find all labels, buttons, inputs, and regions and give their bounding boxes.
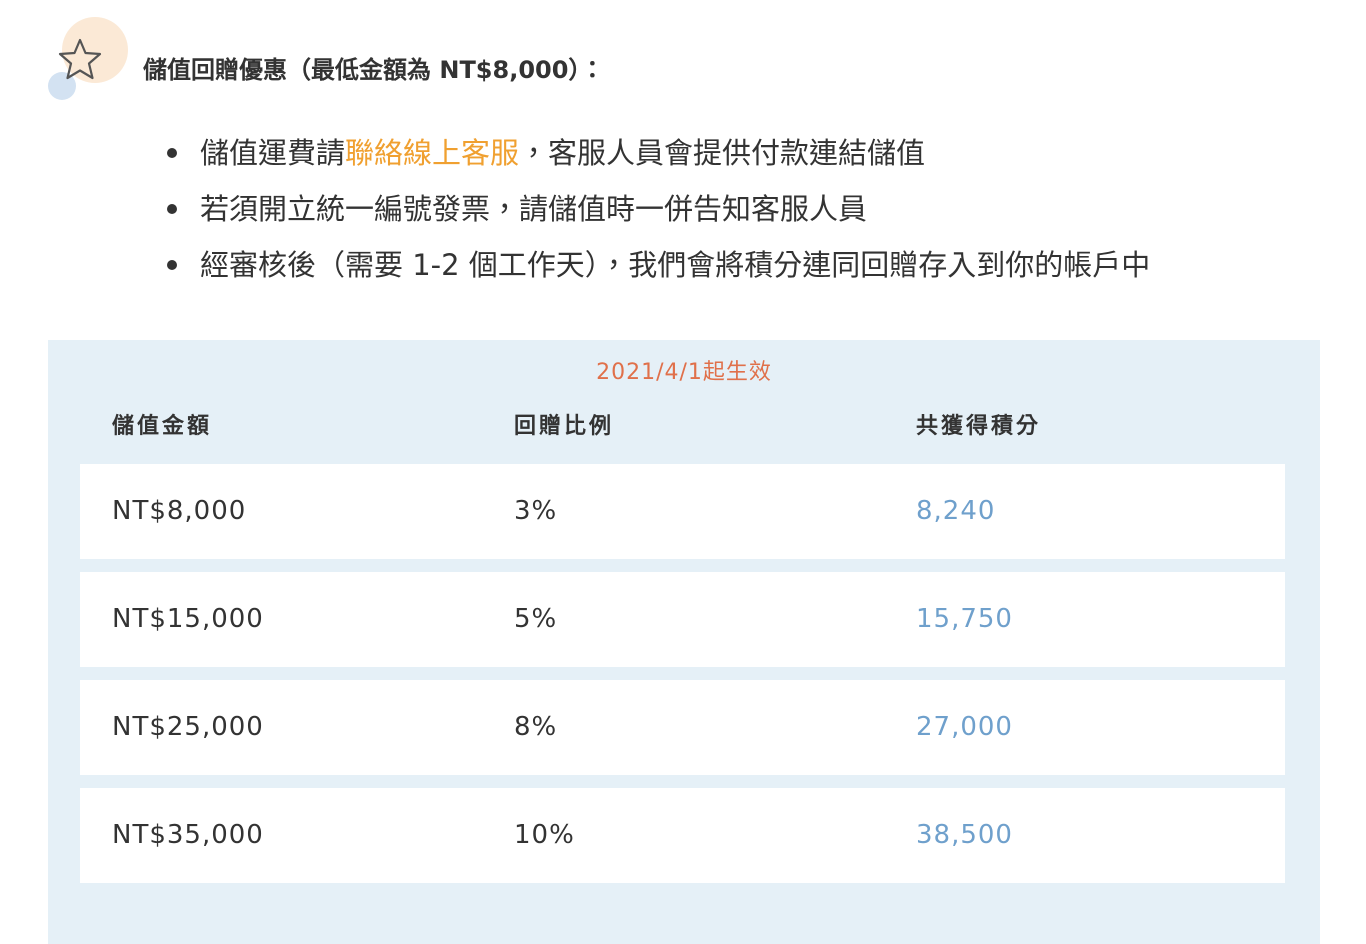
section-title: 儲值回贈優惠（最低金額為 NT$8,000）：	[143, 56, 605, 84]
table-caption: 2021/4/1起生效	[596, 360, 772, 385]
table-row: NT$8,000 3% 8,240	[80, 464, 1285, 559]
table-row: NT$25,000 8% 27,000	[80, 680, 1285, 775]
column-header: 回贈比例	[514, 414, 615, 439]
table-cell: 10%	[514, 820, 575, 850]
table-cell: 5%	[514, 604, 558, 634]
bullet-text: 儲值運費請聯絡線上客服，客服人員會提供付款連結儲值	[200, 133, 925, 173]
column-header: 共獲得積分	[916, 414, 1042, 439]
rate-table: 2021/4/1起生效 儲值金額 回贈比例 共獲得積分 NT$8,000 3% 8,240…	[48, 340, 1320, 944]
table-cell: 27,000	[916, 712, 1013, 742]
column-header: 儲值金額	[112, 414, 213, 439]
table-cell: 15,750	[916, 604, 1013, 634]
table-cell: NT$35,000	[112, 820, 264, 850]
bullet-dot	[167, 148, 177, 158]
bullet-text: 經審核後（需要 1-2 個工作天），我們會將積分連同回贈存入到你的帳戶中	[200, 248, 1151, 282]
star-icon	[48, 17, 128, 100]
table-cell: NT$25,000	[112, 712, 264, 742]
bullet-text: 若須開立統一編號發票，請儲值時一併告知客服人員	[200, 192, 868, 226]
table-cell: 8,240	[916, 496, 996, 526]
table-cell: 38,500	[916, 820, 1013, 850]
text: ，客服人員會提供付款連結儲值	[519, 136, 926, 170]
table-cell: NT$8,000	[112, 496, 247, 526]
text: 儲值運費請	[200, 136, 346, 170]
table-cell: 8%	[514, 712, 558, 742]
bullet-dot	[167, 260, 177, 270]
table-row: NT$15,000 5% 15,750	[80, 572, 1285, 667]
table-cell: NT$15,000	[112, 604, 264, 634]
contact-link[interactable]: 聯絡線上客服	[345, 136, 520, 170]
table-cell: 3%	[514, 496, 558, 526]
table-row: NT$35,000 10% 38,500	[80, 788, 1285, 883]
bullet-dot	[167, 204, 177, 214]
